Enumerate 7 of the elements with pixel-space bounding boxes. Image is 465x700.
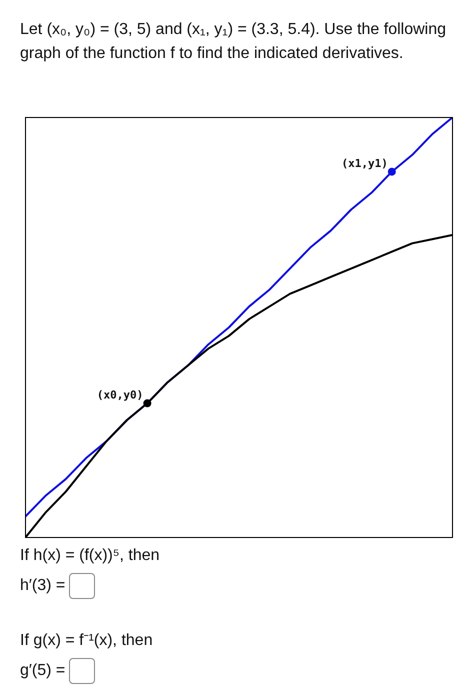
text: If g(x) = f⁻¹(x), then — [20, 632, 153, 649]
chart-title: Let (x₀, y₀) = (3, 5) and (x₁, y₁) = (3.3, 5.4). Use the following graph of the function f to find the indicated derivatives. — [20, 20, 448, 64]
annotation: (x1,y1) — [342, 157, 388, 170]
text: g′(5) = — [20, 662, 66, 680]
annotation: (x0,y0) — [96, 388, 144, 402]
text: If h(x) = (f(x))⁵, then — [20, 547, 160, 564]
text: h′(3) = — [20, 577, 66, 594]
